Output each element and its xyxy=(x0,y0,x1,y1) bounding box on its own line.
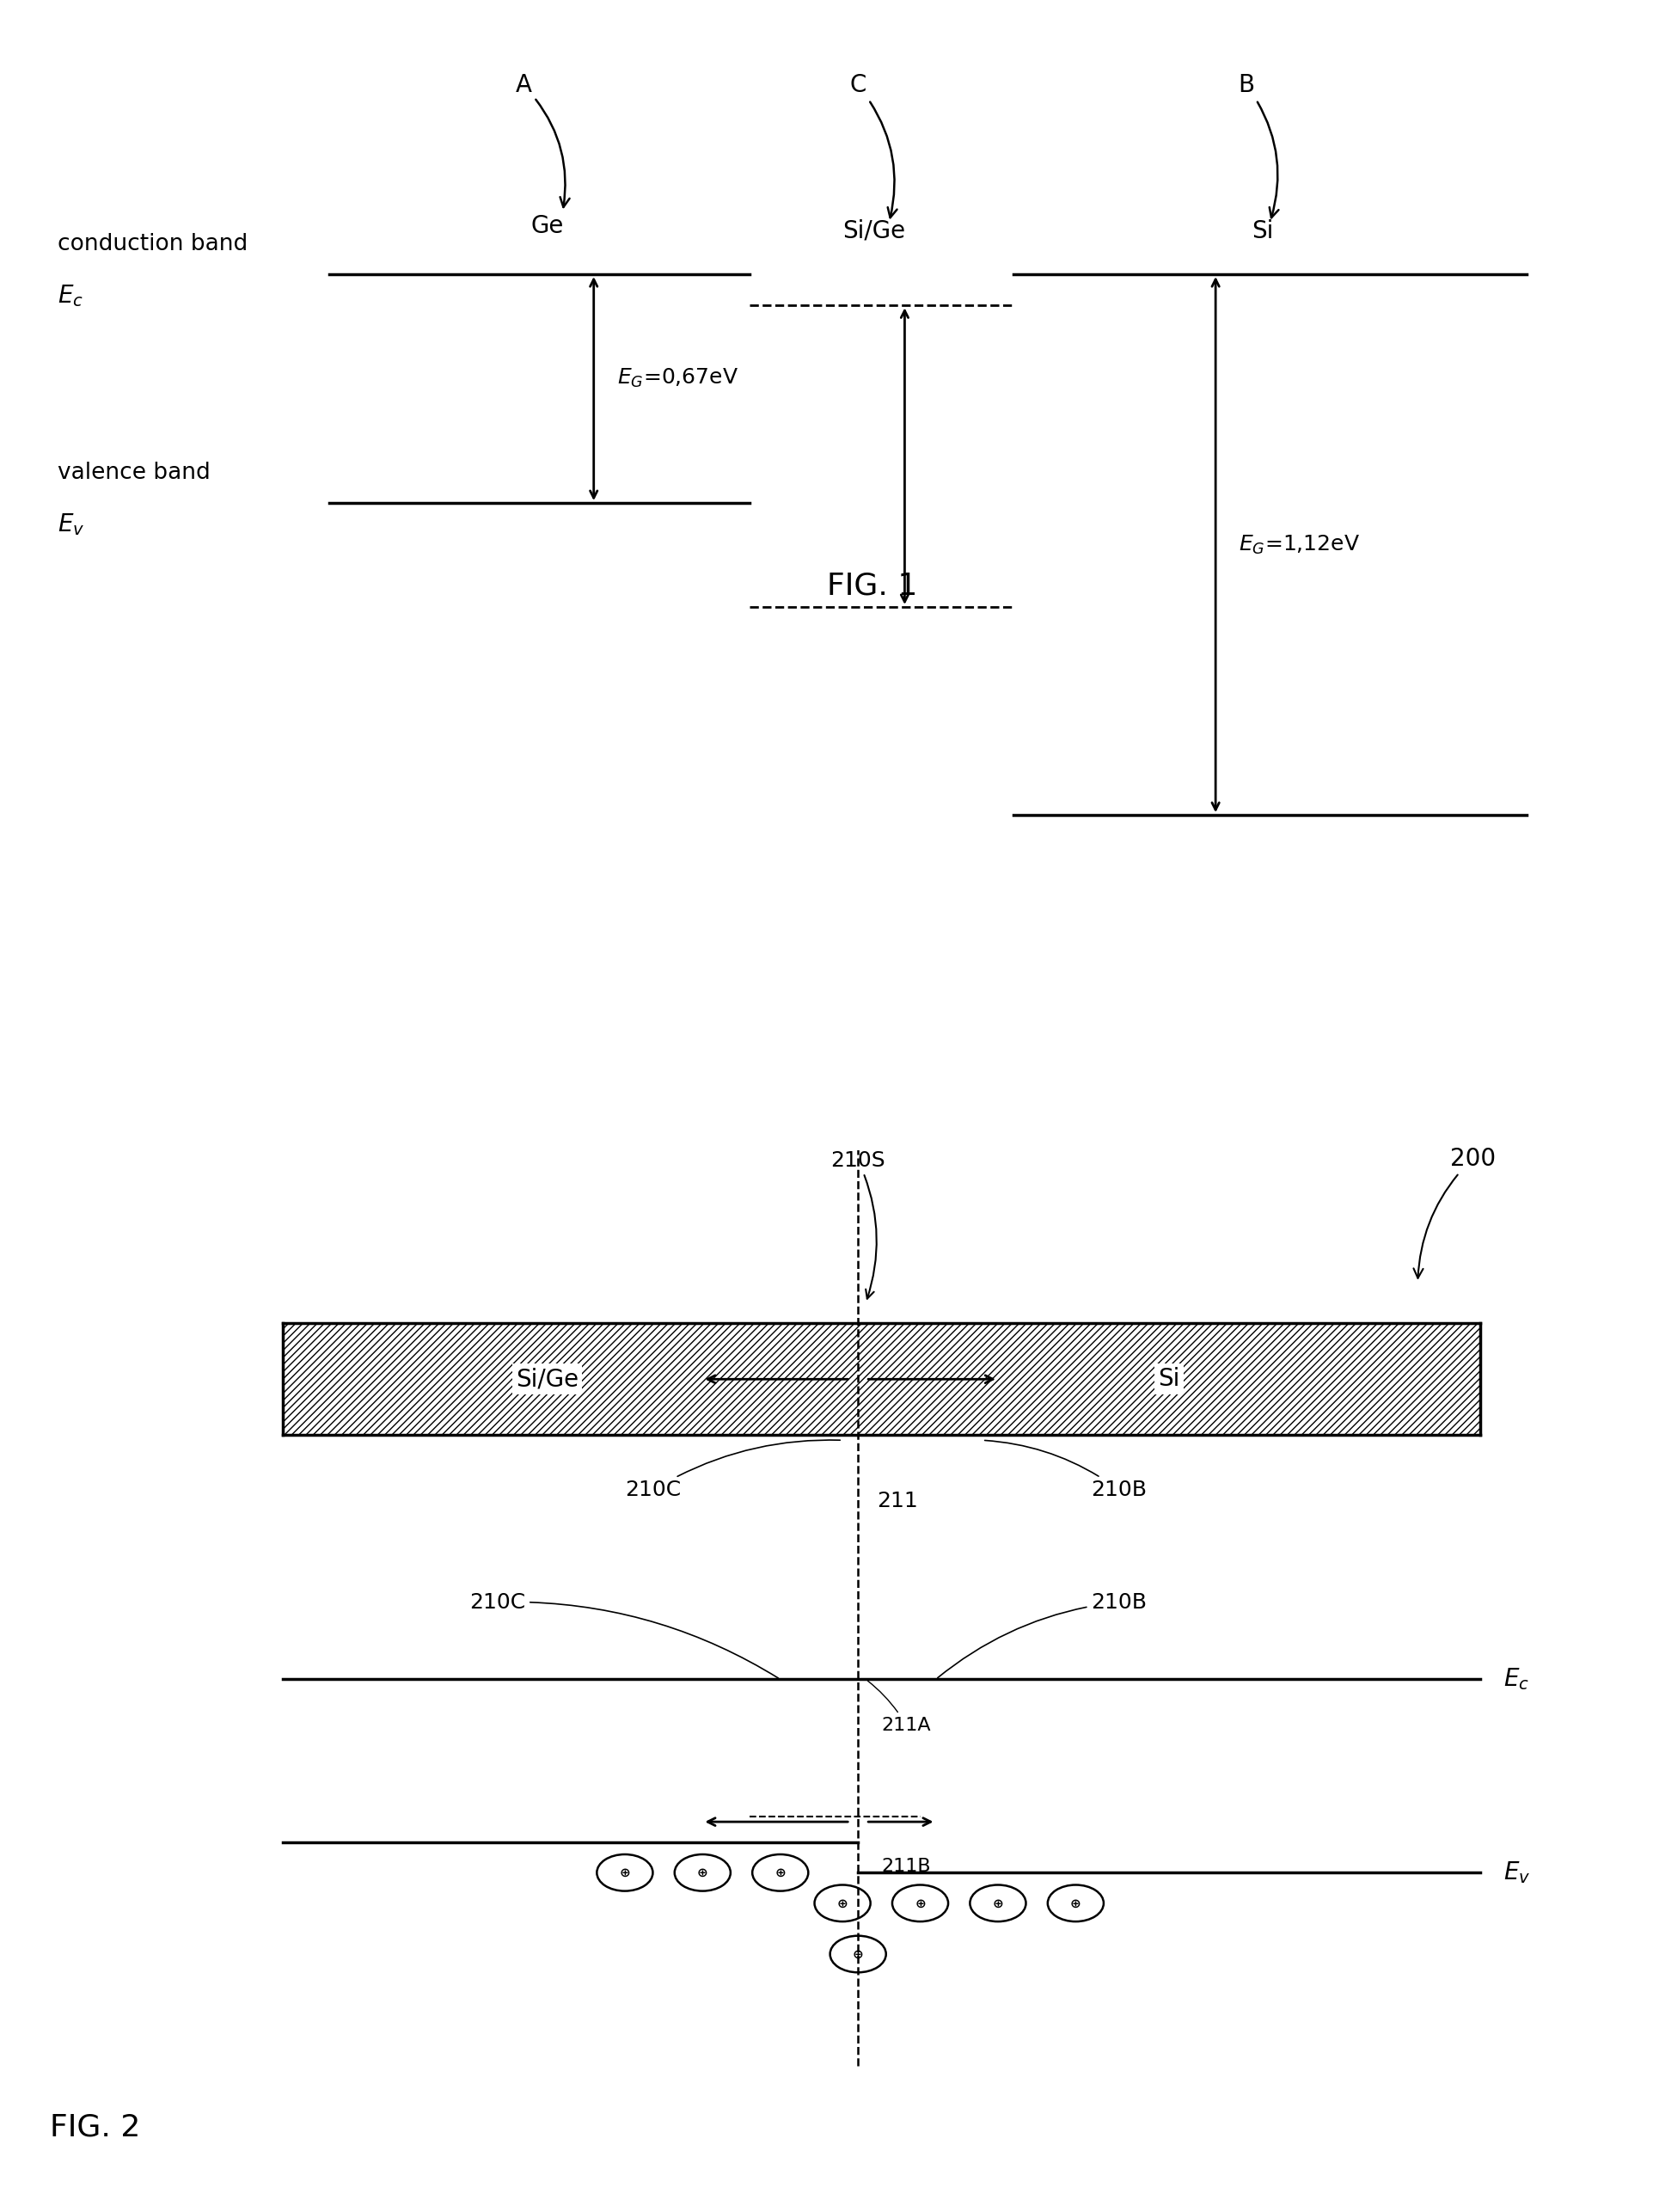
Text: A: A xyxy=(516,73,569,208)
Text: $E_v$: $E_v$ xyxy=(58,511,84,538)
Text: 211A: 211A xyxy=(868,1681,931,1734)
Text: Si: Si xyxy=(1251,219,1273,243)
Text: $E_G$=0,67eV: $E_G$=0,67eV xyxy=(617,367,737,389)
Text: ⊕: ⊕ xyxy=(696,1867,707,1880)
Text: ⊕: ⊕ xyxy=(774,1867,785,1880)
Text: 211: 211 xyxy=(876,1491,917,1511)
Bar xyxy=(283,1323,1479,1436)
Text: ⊕: ⊕ xyxy=(1069,1896,1081,1909)
Text: 210B: 210B xyxy=(984,1440,1147,1500)
Text: C: C xyxy=(850,73,896,217)
Text: $E_G$=1,12eV: $E_G$=1,12eV xyxy=(1238,533,1359,555)
Text: ⊕: ⊕ xyxy=(618,1867,630,1880)
Text: 210C: 210C xyxy=(469,1593,779,1679)
Text: 210C: 210C xyxy=(625,1440,840,1500)
Text: B: B xyxy=(1238,73,1278,217)
Text: 200: 200 xyxy=(1413,1146,1494,1279)
Text: 210S: 210S xyxy=(830,1150,884,1298)
Text: valence band: valence band xyxy=(58,462,210,484)
Text: $E_c$: $E_c$ xyxy=(1503,1666,1527,1692)
Text: $E_v$: $E_v$ xyxy=(1503,1860,1529,1885)
Text: ⊕: ⊕ xyxy=(992,1896,1003,1909)
Text: 211B: 211B xyxy=(881,1858,931,1874)
Text: 210B: 210B xyxy=(937,1593,1147,1679)
Text: FIG. 2: FIG. 2 xyxy=(50,2112,141,2141)
Text: ⊕: ⊕ xyxy=(851,1947,863,1960)
Text: $E_c$: $E_c$ xyxy=(58,283,83,307)
Text: Ge: Ge xyxy=(531,215,564,239)
Text: Si: Si xyxy=(1157,1367,1179,1391)
Text: conduction band: conduction band xyxy=(58,232,248,257)
Text: ⊕: ⊕ xyxy=(914,1896,926,1909)
Text: Si/Ge: Si/Ge xyxy=(516,1367,579,1391)
Text: Si/Ge: Si/Ge xyxy=(841,219,904,243)
Text: FIG. 1: FIG. 1 xyxy=(826,571,917,602)
Text: ⊕: ⊕ xyxy=(836,1896,848,1909)
